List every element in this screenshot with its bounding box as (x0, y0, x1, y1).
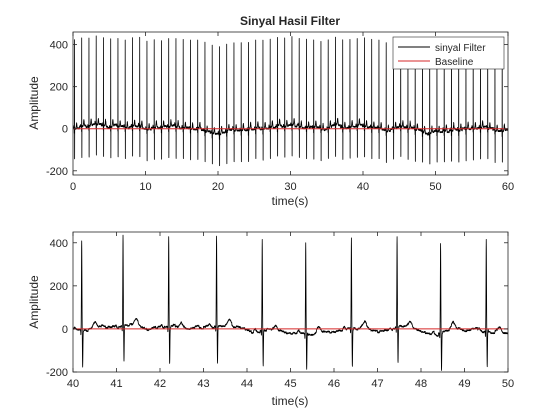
y-tick-label: 200 (50, 281, 68, 293)
y-tick-label: 0 (62, 124, 68, 136)
x-tick-label: 42 (154, 378, 166, 390)
y-ticks-top: -200 0 200 400 (46, 40, 508, 178)
series-group (73, 35, 508, 167)
x-tick-label: 48 (415, 378, 427, 390)
legend: sinyal Filter Baseline (392, 36, 505, 70)
legend-box (392, 36, 505, 70)
x-tick-label: 47 (371, 378, 383, 390)
y-tick-label: 0 (62, 324, 68, 336)
y-tick-label: 400 (50, 40, 68, 52)
y-tick-label: -200 (46, 367, 68, 379)
series-group (73, 234, 508, 371)
legend-label-baseline: Baseline (435, 57, 474, 68)
x-tick-label: 40 (357, 181, 369, 193)
x-tick-label: 20 (212, 181, 224, 193)
plot-area-bottom (73, 232, 508, 372)
x-tick-label: 46 (328, 378, 340, 390)
y-tick-label: 400 (50, 238, 68, 250)
y-axis-label-top: Amplitude (27, 76, 41, 130)
x-tick-label: 50 (429, 181, 441, 193)
x-tick-label: 50 (502, 378, 514, 390)
x-tick-label: 0 (70, 181, 76, 193)
x-tick-label: 43 (197, 378, 209, 390)
legend-label-signal: sinyal Filter (435, 43, 486, 54)
x-tick-label: 10 (139, 181, 151, 193)
x-tick-label: 49 (458, 378, 470, 390)
x-axis-label-top: time(s) (272, 194, 309, 208)
x-tick-label: 41 (110, 378, 122, 390)
y-ticks-bottom: -200 0 200 400 (46, 238, 508, 379)
x-tick-label: 60 (502, 181, 514, 193)
x-tick-label: 45 (284, 378, 296, 390)
x-ticks-bottom: 40 41 42 43 44 45 46 47 48 49 50 (67, 232, 514, 390)
x-tick-label: 30 (284, 181, 296, 193)
y-tick-label: 200 (50, 82, 68, 94)
x-tick-label: 40 (67, 378, 79, 390)
y-tick-label: -200 (46, 166, 68, 178)
y-axis-label-bottom: Amplitude (27, 275, 41, 329)
x-tick-label: 44 (241, 378, 253, 390)
chart-title: Sinyal Hasil Filter (240, 14, 340, 28)
x-axis-label-bottom: time(s) (272, 394, 309, 408)
axes-bottom: 40 41 42 43 44 45 46 47 48 49 50 -200 0 200 400 time(… (27, 231, 514, 408)
x-ticks-top: 0 10 20 30 40 50 60 (70, 32, 514, 193)
axes-top: Sinyal Hasil Filter 0 10 20 30 40 50 60 -20002… (27, 14, 514, 208)
